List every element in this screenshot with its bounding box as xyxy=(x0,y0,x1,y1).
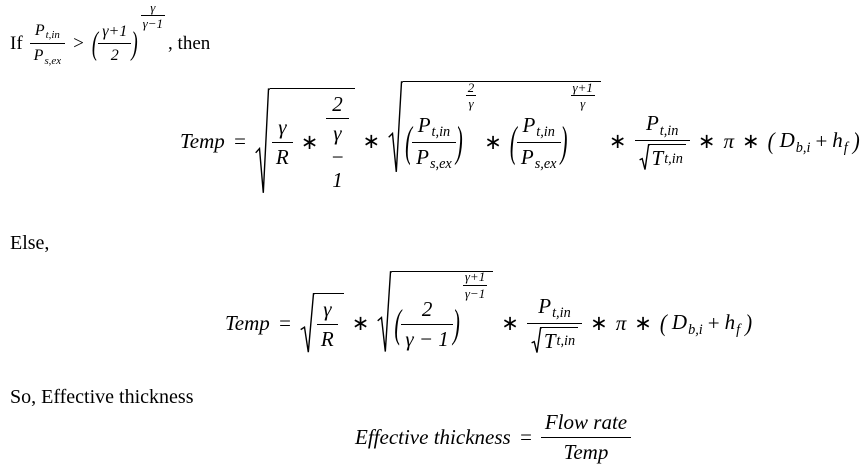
temp-symbol: Temp xyxy=(563,439,609,464)
times-operator: ∗ xyxy=(590,311,608,336)
gamma-over-R-fraction: γ R xyxy=(271,115,293,169)
radical-icon xyxy=(255,88,270,196)
ps-ex-variable: Ps,ex xyxy=(33,47,62,67)
pt-in-variable: Pt,in xyxy=(29,22,66,45)
open-paren: ( xyxy=(659,309,667,338)
else-text: Else, xyxy=(10,232,50,255)
diameter-plus-height-group: ( Db,i + hf ) xyxy=(660,310,752,337)
hf-variable: hf xyxy=(724,310,741,339)
close-paren: ) xyxy=(745,309,753,338)
times-operator: ∗ xyxy=(634,311,652,336)
db-i-variable: Db,i xyxy=(671,310,703,339)
close-paren: ) xyxy=(455,116,463,167)
diameter-plus-height-group: ( Db,i + hf ) xyxy=(768,128,860,155)
if-condition-line: If Pt,in Ps,ex > ( γ+1 2 ) γ γ−1 , then xyxy=(10,0,853,67)
temp-symbol: Temp xyxy=(225,311,270,336)
open-paren: ( xyxy=(394,301,402,347)
sqrt-pressure-ratio-term: ( Pt,in Ps,ex ) 2 γ ∗ ( xyxy=(388,81,601,175)
radical-icon xyxy=(377,271,392,354)
exponent-2-over-gamma: 2 γ xyxy=(465,79,477,112)
two-over-gm1-power-group: ( 2 γ − 1 ) γ+1 γ−1 xyxy=(394,270,488,351)
flowrate-over-temp-fraction: Flow rate Temp xyxy=(540,411,632,464)
times-operator: ∗ xyxy=(362,129,381,154)
formula-choked-flow: Temp = γ R ∗ 2 γ − 1 ∗ ( xyxy=(180,81,860,203)
times-operator: ∗ xyxy=(351,311,370,336)
pt-in-variable: Pt,in xyxy=(634,112,690,142)
close-paren: ) xyxy=(452,301,460,347)
sqrt-gamma-term: γ R ∗ 2 γ − 1 xyxy=(255,87,355,196)
radical-icon xyxy=(388,81,403,175)
formula-unchoked-flow: Temp = γ R ∗ ( 2 γ − 1 ) xyxy=(225,270,853,376)
temp-symbol: Temp xyxy=(180,129,225,154)
so-effective-thickness-text: So, Effective thickness xyxy=(10,386,194,409)
plus-sign: + xyxy=(707,311,720,336)
equals-sign: = xyxy=(277,311,292,336)
equals-sign: = xyxy=(518,425,533,450)
critical-pressure-ratio-group: ( γ+1 2 ) γ γ−1 xyxy=(91,0,166,65)
open-paren: ( xyxy=(405,116,413,167)
close-paren: ) xyxy=(852,127,860,155)
pt-over-ps-fraction: Pt,in Ps,ex xyxy=(412,113,456,173)
ps-ex-variable: Ps,ex xyxy=(520,144,557,173)
plus-sign: + xyxy=(815,129,828,154)
effective-thickness-symbol: Effective thickness xyxy=(355,425,511,450)
open-paren: ( xyxy=(767,127,775,155)
close-paren: ) xyxy=(560,116,568,167)
pi-symbol: π xyxy=(723,129,734,154)
exponent-gp1-over-gamma: γ+1 γ xyxy=(570,79,595,112)
if-text: If xyxy=(10,33,23,55)
exponent-gp1-over-gm1: γ+1 γ−1 xyxy=(462,269,488,301)
pt-in-variable: Pt,in xyxy=(412,113,456,143)
radical-icon xyxy=(300,293,315,354)
times-operator: ∗ xyxy=(608,129,627,154)
db-i-variable: Db,i xyxy=(779,128,811,156)
times-operator: ∗ xyxy=(501,311,519,336)
radical-icon xyxy=(639,144,650,171)
greater-than-sign: > xyxy=(72,33,85,55)
times-operator: ∗ xyxy=(300,130,319,155)
equals-sign: = xyxy=(232,129,247,154)
sqrt-expansion-term: ( 2 γ − 1 ) γ+1 γ−1 xyxy=(377,270,494,354)
two-over-gm1-fraction: 2 γ − 1 xyxy=(326,92,349,193)
flow-rate-symbol: Flow rate xyxy=(540,411,632,438)
hf-variable: hf xyxy=(832,128,848,156)
open-paren: ( xyxy=(509,116,517,167)
then-text: , then xyxy=(168,33,211,55)
radical-icon xyxy=(531,327,542,354)
pt-in-variable: Pt,in xyxy=(516,113,561,143)
open-paren: ( xyxy=(91,26,99,63)
sqrt-gamma-over-R: γ R xyxy=(300,293,344,354)
times-operator: ∗ xyxy=(484,130,502,155)
pressure-ratio-fraction: Pt,in Ps,ex xyxy=(29,22,66,67)
pt-in-variable: Pt,in xyxy=(526,294,583,324)
exponent-gamma-over-gm1: γ γ−1 xyxy=(140,0,166,32)
formula-effective-thickness: Effective thickness = Flow rate Temp xyxy=(355,411,853,464)
ps-ex-variable: Ps,ex xyxy=(416,144,452,173)
two-over-gm1-fraction: 2 γ − 1 xyxy=(401,298,453,351)
gamma-over-R-fraction: γ R xyxy=(316,298,338,351)
times-operator: ∗ xyxy=(697,129,716,154)
times-operator: ∗ xyxy=(741,129,760,154)
pressure-ratio-power-gp1-over-gamma: ( Pt,in Ps,ex ) γ+1 γ xyxy=(509,81,595,173)
close-paren: ) xyxy=(131,26,138,63)
pressure-ratio-power-2-over-gamma: ( Pt,in Ps,ex ) 2 γ xyxy=(405,81,477,173)
gp1-over-2-fraction: γ+1 2 xyxy=(98,23,132,65)
pt-over-ps-fraction: Pt,in Ps,ex xyxy=(516,113,561,173)
pi-symbol: π xyxy=(615,311,627,336)
